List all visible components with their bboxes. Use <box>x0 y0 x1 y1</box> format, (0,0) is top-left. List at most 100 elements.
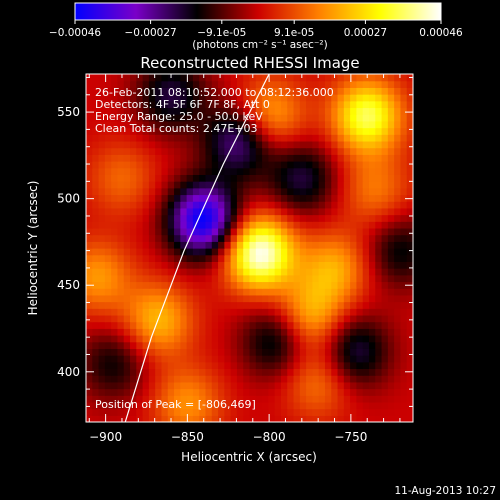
heatmap-cell <box>148 348 156 356</box>
heatmap-cell <box>192 355 200 363</box>
heatmap-cell <box>324 294 332 303</box>
heatmap-cell <box>249 87 257 95</box>
heatmap-cell <box>174 167 181 175</box>
heatmap-cell <box>268 395 276 403</box>
heatmap-cell <box>343 207 351 216</box>
heatmap-cell <box>211 335 219 343</box>
heatmap-cell <box>262 335 269 343</box>
heatmap-cell <box>155 114 163 122</box>
heatmap-cell <box>299 268 307 276</box>
heatmap-cell <box>387 107 395 115</box>
heatmap-cell <box>161 368 169 376</box>
heatmap-cell <box>111 241 119 249</box>
heatmap-cell <box>230 415 238 422</box>
heatmap-cell <box>375 87 383 95</box>
heatmap-cell <box>387 154 395 162</box>
heatmap-cell <box>312 328 320 336</box>
heatmap-cell <box>211 355 219 363</box>
heatmap-cell <box>111 214 119 222</box>
heatmap-cell <box>262 274 269 283</box>
heatmap-cell <box>174 368 181 376</box>
heatmap-cell <box>375 140 383 149</box>
heatmap-cell <box>117 80 125 88</box>
heatmap-cell <box>199 174 207 182</box>
heatmap-cell <box>255 227 263 236</box>
heatmap-cell <box>243 134 251 142</box>
heatmap-cell <box>230 161 238 169</box>
heatmap-cell <box>123 154 131 162</box>
heatmap-cell <box>117 314 125 323</box>
heatmap-cell <box>356 134 364 142</box>
heatmap-cell <box>375 294 383 303</box>
heatmap-cell <box>268 314 276 323</box>
heatmap-cell <box>199 294 207 303</box>
heatmap-cell <box>356 368 364 376</box>
heatmap-cell <box>249 174 257 182</box>
heatmap-cell <box>199 415 207 422</box>
heatmap-cell <box>381 241 389 249</box>
heatmap-cell <box>337 408 345 416</box>
heatmap-cell <box>324 127 332 135</box>
heatmap-cell <box>130 154 137 162</box>
heatmap-cell <box>324 281 332 289</box>
heatmap-cell <box>375 248 383 256</box>
heatmap-cell <box>218 395 225 403</box>
heatmap-cell <box>268 321 276 329</box>
heatmap-cell <box>343 140 351 149</box>
heatmap-cell <box>293 181 301 189</box>
heatmap-cell <box>243 214 251 222</box>
heatmap-cell <box>368 181 376 189</box>
heatmap-cell <box>180 341 188 349</box>
heatmap-cell <box>205 408 213 416</box>
heatmap-cell <box>199 274 207 283</box>
heatmap-cell <box>306 415 313 422</box>
heatmap-cell <box>312 227 320 236</box>
heatmap-cell <box>337 368 345 376</box>
heatmap-cell <box>387 288 395 296</box>
heatmap-cell <box>312 187 320 196</box>
heatmap-cell <box>255 161 263 169</box>
heatmap-cell <box>218 274 225 283</box>
heatmap-cell <box>280 234 288 242</box>
heatmap-cell <box>98 281 106 289</box>
heatmap-cell <box>280 301 288 309</box>
heatmap-cell <box>280 415 288 422</box>
heatmap-cell <box>268 288 276 296</box>
heatmap-cell <box>117 221 125 229</box>
heatmap-cell <box>211 415 219 422</box>
heatmap-cell <box>236 140 244 149</box>
heatmap-cell <box>218 301 225 309</box>
heatmap-cell <box>368 100 376 109</box>
heatmap-cell <box>230 328 238 336</box>
heatmap-cell <box>123 94 131 102</box>
heatmap-cell <box>92 74 100 82</box>
heatmap-cell <box>218 147 225 155</box>
heatmap-cell <box>236 341 244 349</box>
heatmap-cell <box>142 127 150 135</box>
heatmap-cell <box>293 214 301 222</box>
heatmap-cell <box>350 274 358 283</box>
heatmap-cell <box>199 328 207 336</box>
heatmap-cell <box>92 248 100 256</box>
heatmap-cell <box>205 301 213 309</box>
heatmap-cell <box>312 274 320 283</box>
heatmap-cell <box>180 161 188 169</box>
heatmap-cell <box>406 227 413 236</box>
heatmap-cell <box>356 415 364 422</box>
heatmap-cell <box>224 388 232 396</box>
heatmap-cell <box>287 201 295 209</box>
heatmap-cell <box>224 341 232 349</box>
heatmap-cell <box>148 174 156 182</box>
heatmap-cell <box>387 87 395 95</box>
heatmap-cell <box>123 194 131 202</box>
heatmap-cell <box>381 94 389 102</box>
heatmap-cell <box>211 207 219 216</box>
heatmap-cell <box>324 408 332 416</box>
heatmap-cell <box>368 281 376 289</box>
heatmap-cell <box>318 241 326 249</box>
heatmap-cell <box>306 288 313 296</box>
heatmap-cell <box>199 167 207 175</box>
heatmap-cell <box>381 361 389 370</box>
heatmap-cell <box>199 154 207 162</box>
heatmap-cell <box>368 214 376 222</box>
